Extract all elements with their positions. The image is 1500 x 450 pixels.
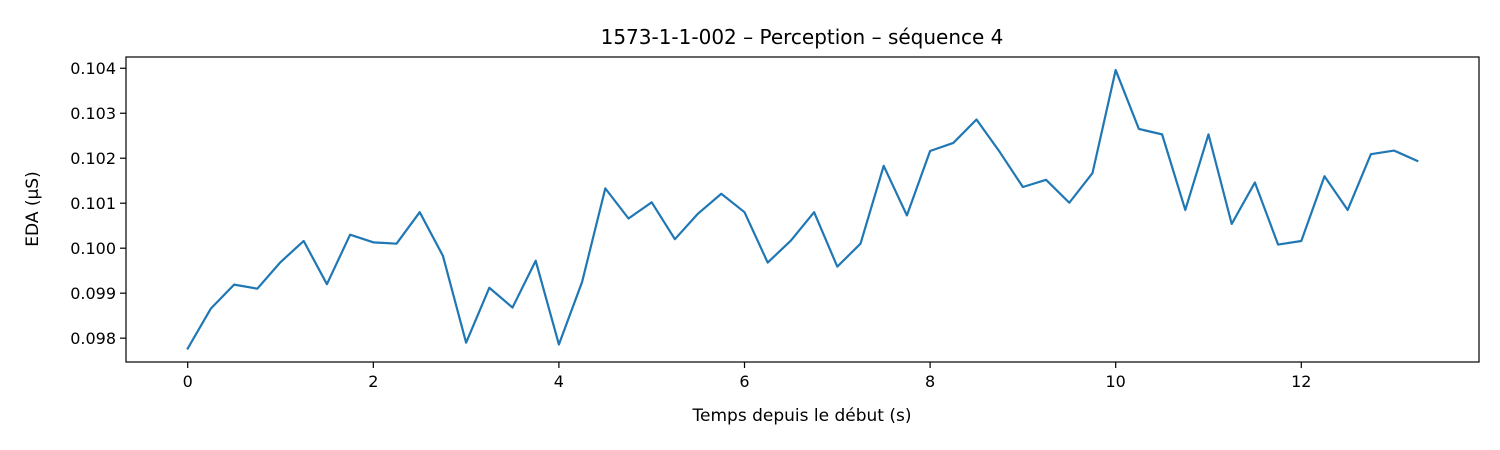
x-axis-label: Temps depuis le début (s) [692,406,912,426]
y-tick-label: 0.100 [70,239,116,258]
x-tick-label: 12 [1291,372,1311,391]
plot-area: 0 2 4 6 8 10 12 0.098 0.099 0.100 0.101 0.102 0.103 0… [70,56,1480,391]
x-tick-label: 6 [739,372,749,391]
series-line-0 [186,68,1419,351]
x-tick-label: 0 [183,372,193,391]
y-tick-label: 0.101 [70,194,116,213]
y-tick-label: 0.099 [70,284,116,303]
x-tick-label: 2 [368,372,378,391]
y-tick-label: 0.098 [70,329,116,348]
x-tick-label: 4 [554,372,564,391]
y-axis-label: EDA (µS) [23,171,43,246]
y-tick-label: 0.104 [70,59,116,78]
x-tick-label: 10 [1106,372,1126,391]
x-tick-label: 8 [925,372,935,391]
chart-title: 1573-1-1-002 – Perception – séquence 4 [601,25,1004,49]
y-tick-label: 0.102 [70,149,116,168]
axes-frame [125,56,1480,363]
y-tick-label: 0.103 [70,104,116,123]
